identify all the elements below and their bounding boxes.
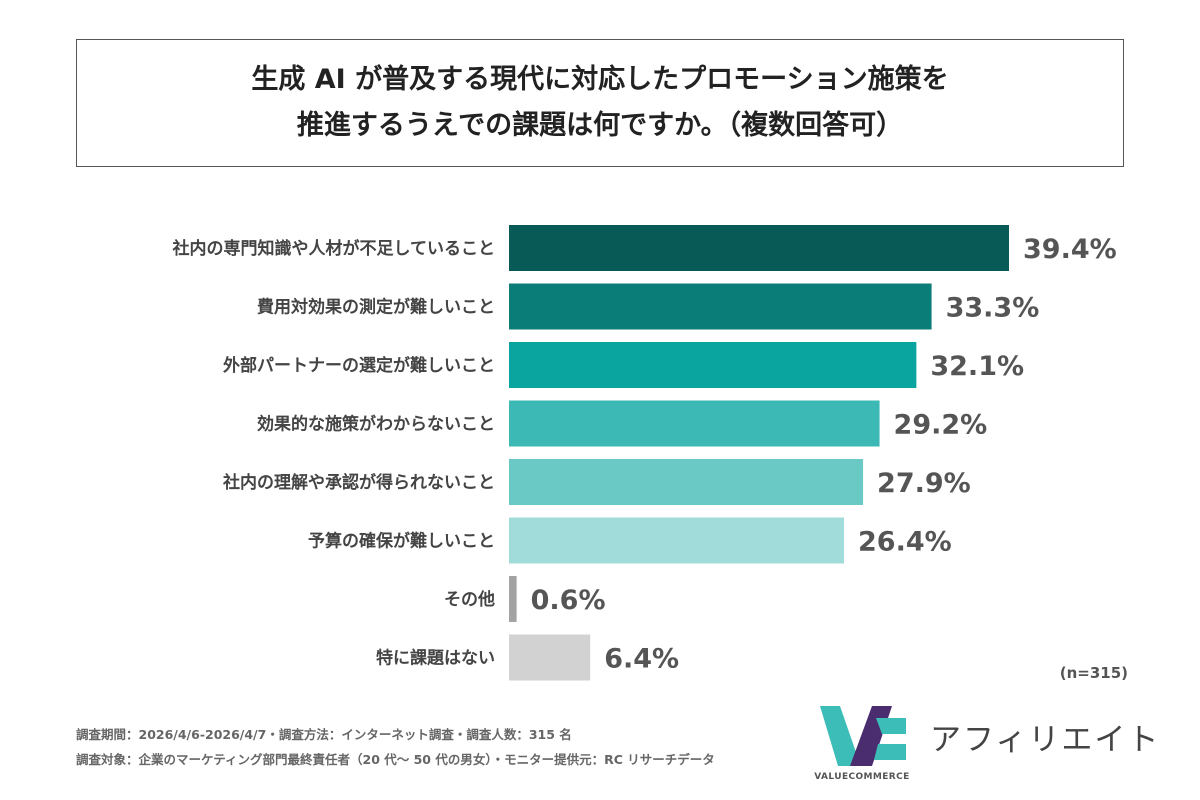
category-label: 外部パートナーの選定が難しいこと: [223, 355, 495, 376]
title-line-1: 生成 AI が普及する現代に対応したプロモーション施策を: [251, 64, 949, 95]
bar: [509, 517, 845, 564]
value-label: 6.4%: [604, 644, 679, 675]
valuecommerce-logo: VALUECOMMERCE アフィリエイト: [812, 704, 1158, 788]
footnote-survey-period: 調査期間：2026/4/6-2026/4/7・調査方法：インターネット調査・調査…: [76, 727, 572, 742]
footnote-survey-target: 調査対象：企業のマーケティング部門最終責任者（20 代～ 50 代の男女）・モニ…: [76, 752, 715, 767]
category-label: 費用対効果の測定が難しいこと: [257, 297, 495, 318]
category-label: 社内の理解や承認が得られないこと: [222, 472, 495, 493]
value-label: 32.1%: [930, 351, 1024, 382]
value-label: 0.6%: [531, 585, 606, 616]
title-box: 生成 AI が普及する現代に対応したプロモーション施策を 推進するうえでの課題は…: [76, 39, 1124, 167]
bar: [509, 283, 932, 330]
bar: [509, 634, 591, 681]
sample-size-label: (n=315): [1059, 664, 1128, 682]
category-label: 特に課題はない: [376, 648, 495, 669]
logo-wordmark: アフィリエイト: [930, 722, 1161, 758]
bar: [509, 400, 880, 447]
value-label: 33.3%: [946, 293, 1040, 324]
category-label: 予算の確保が難しいこと: [308, 531, 495, 552]
bar: [509, 459, 864, 505]
vc-logo-mark: [820, 706, 906, 766]
value-label: 26.4%: [858, 527, 952, 558]
value-label: 39.4%: [1023, 234, 1117, 265]
bar: [509, 225, 1009, 271]
category-label: その他: [444, 589, 495, 610]
logo-subtext: VALUECOMMERCE: [814, 772, 910, 782]
footnotes: 調査期間：2026/4/6-2026/4/7・調査方法：インターネット調査・調査…: [76, 722, 715, 772]
category-label: 社内の専門知識や人材が不足していること: [172, 238, 496, 259]
title-line-2: 推進するうえでの課題は何ですか。（複数回答可）: [296, 110, 904, 141]
value-label: 29.2%: [894, 410, 988, 441]
category-label: 効果的な施策がわからないこと: [257, 414, 495, 435]
bar-chart: 社内の専門知識や人材が不足していること 39.4% 費用対効果の測定が難しいこと 33…: [172, 225, 1117, 681]
bar: [509, 342, 917, 388]
bar: [509, 576, 517, 622]
value-label: 27.9%: [877, 468, 971, 499]
